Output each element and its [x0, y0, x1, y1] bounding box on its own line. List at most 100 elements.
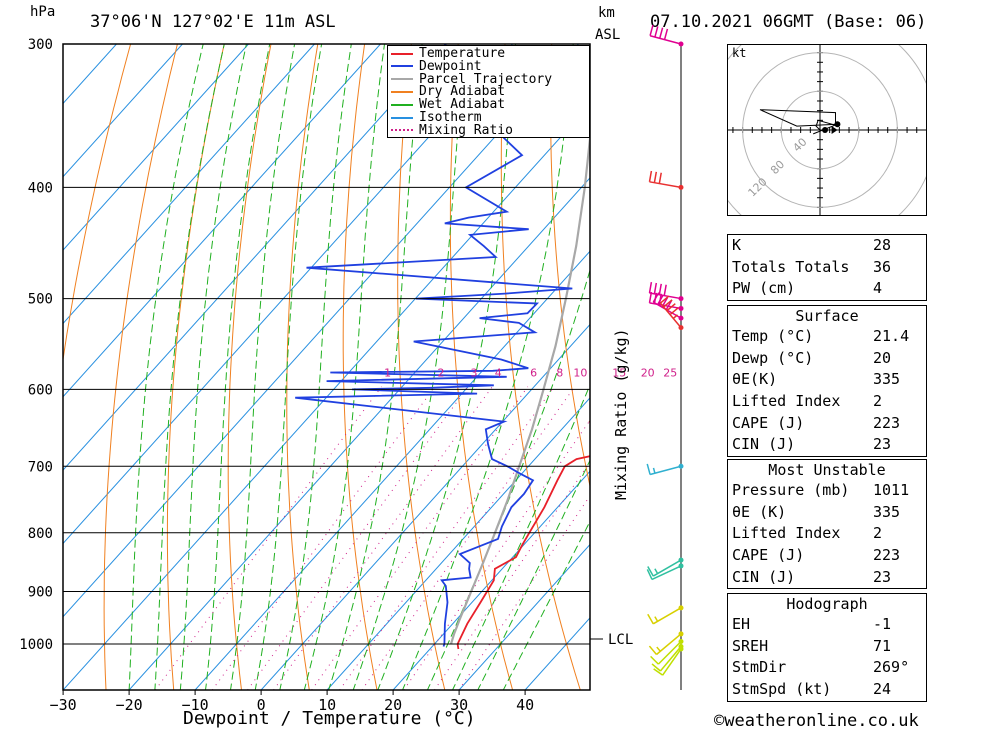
wind-barb-feather [669, 306, 679, 316]
mixing-ratio-label: 15 [612, 367, 626, 380]
wind-barb-feather [647, 566, 654, 577]
mixing-ratio-line [311, 386, 529, 690]
index-value: 24 [873, 680, 892, 699]
wind-barb-feather [648, 170, 653, 182]
plot-frame [62, 43, 591, 691]
hodograph-ring-label: 40 [790, 135, 809, 154]
index-row: StmDir 269° [728, 657, 926, 679]
wind-barb-feather [653, 282, 658, 295]
index-value: 1011 [873, 481, 910, 499]
wet-adiabat-line [128, 44, 204, 690]
legend-swatch [391, 129, 413, 132]
wind-barb [648, 170, 684, 190]
chart-legend: Temperature Dewpoint Parcel Trajectory Dry … [387, 45, 590, 138]
wind-barb-dot [678, 605, 684, 611]
wind-barb-half-feather [652, 467, 656, 474]
x-tick-label: 40 [516, 696, 534, 714]
wind-barb [653, 646, 684, 676]
dry-adiabat-line [63, 44, 132, 364]
wind-barb [650, 639, 684, 665]
x-tick-label: 30 [450, 696, 468, 714]
mixing-ratio-label: 1 [384, 367, 391, 380]
index-row: Dewp (°C) 20 [728, 348, 926, 370]
wind-barb-half-feather [654, 568, 659, 574]
index-key: Totals Totals [732, 257, 850, 276]
wind-barb-shaft [649, 292, 682, 300]
index-key: Temp (°C) [732, 327, 814, 345]
index-key: Lifted Index [732, 392, 841, 411]
index-key: CIN (J) [732, 567, 796, 586]
wind-barb-feather [647, 613, 654, 625]
wind-barb-feather [650, 655, 659, 665]
wind-barb-half-feather [672, 314, 678, 319]
hodograph-panel: 40 80 120 kt [727, 44, 927, 216]
wind-barb-feather [663, 28, 669, 40]
isotherm-line [63, 44, 447, 471]
index-row: PW (cm) 4 [728, 278, 926, 300]
asl-label: ASL [595, 27, 621, 43]
index-value: -1 [873, 615, 892, 633]
mixing-ratio-line [247, 386, 469, 690]
wind-barb [648, 282, 684, 302]
wet-adiabat-line [179, 44, 247, 690]
most-unstable-title: Most Unstable [768, 461, 886, 479]
index-row: CAPE (J) 223 [728, 413, 926, 435]
mixing-ratio-label: 4 [495, 367, 502, 380]
index-value: 335 [873, 370, 901, 389]
wind-barb-dot [678, 296, 684, 302]
legend-entry: Dry Adiabat [391, 85, 505, 98]
datetime-title: 07.10.2021 06GMT (Base: 06) [650, 12, 927, 32]
hodograph-ring-label: 80 [768, 158, 787, 177]
wind-barb-feather [658, 283, 662, 295]
y-tick-label: 800 [28, 526, 53, 542]
index-key: SREH [732, 636, 769, 655]
wind-barb-feather [653, 668, 664, 676]
mixing-ratio-line [403, 419, 590, 690]
hodograph-marker [822, 127, 828, 133]
index-row: Totals Totals 36 [728, 257, 926, 279]
wind-barb-feather [652, 292, 660, 303]
dry-adiabat-line [550, 44, 590, 489]
dewpoint-line [295, 44, 573, 647]
wind-barb-feather [648, 282, 653, 294]
copyright-link[interactable]: ©weatheronline.co.uk [714, 711, 919, 731]
mixing-ratio-label: 8 [556, 367, 563, 380]
legend-entry: Wet Adiabat [391, 98, 505, 111]
index-row: θE (K) 335 [728, 502, 926, 524]
index-value: 36 [873, 257, 892, 276]
mixing-ratio-line [211, 386, 436, 690]
parcel-trajectory-line [449, 128, 590, 645]
wet-adiabat-line [229, 44, 296, 690]
legend-label: Mixing Ratio [419, 122, 513, 138]
index-value: 21.4 [873, 327, 910, 345]
dry-adiabat-line [227, 44, 272, 690]
wet-adiabat-line [205, 44, 271, 690]
wind-barb-dot [678, 463, 684, 469]
wind-barb-half-feather [654, 616, 659, 622]
index-value: 2 [873, 524, 883, 543]
storm-motion-arrow [831, 126, 838, 134]
isotherm-line [63, 44, 381, 398]
x-tick-label: −20 [116, 696, 143, 714]
wind-barb-dot [678, 557, 684, 563]
wind-barb-shaft [657, 640, 682, 665]
index-key: StmDir [732, 658, 787, 677]
temperature-line [456, 420, 590, 650]
isotherm-line [63, 44, 315, 325]
legend-entry: Isotherm [391, 111, 482, 124]
index-value: 71 [873, 636, 892, 655]
wind-barb-dot [678, 184, 684, 190]
wind-barb-feather [653, 171, 658, 183]
wind-barb-feather [648, 291, 653, 304]
wind-barb [649, 24, 684, 47]
index-key: CAPE (J) [732, 546, 805, 565]
wind-barb-feather [663, 299, 673, 308]
index-key: EH [732, 615, 751, 633]
mixing-ratio-line [339, 386, 555, 690]
wind-barb-feather [663, 284, 667, 296]
hodograph-table: Hodograph EH -1 SREH 71 StmDir 269° StmSpd (kt… [727, 593, 927, 702]
index-value: 223 [873, 413, 901, 432]
hodograph-trace [759, 109, 838, 135]
